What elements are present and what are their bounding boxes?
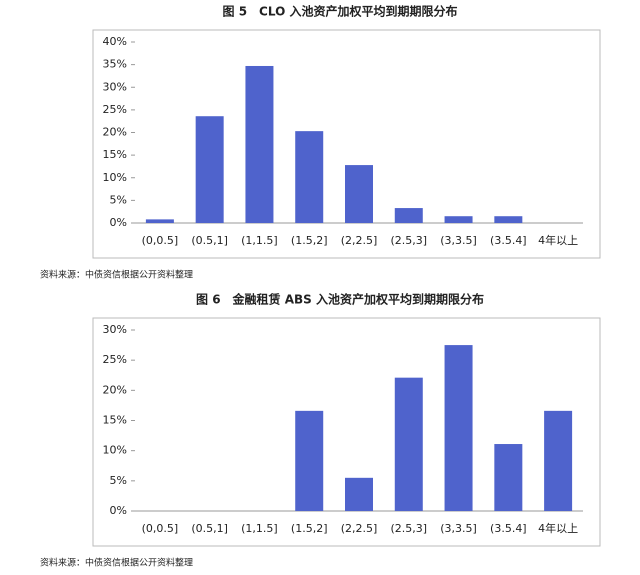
y-tick-label: 35% [103, 58, 127, 71]
chart-frame [92, 29, 601, 259]
x-tick-label: (2.5,3] [390, 522, 427, 535]
source-note: 资料来源：中债资信根据公开资料整理 [40, 269, 193, 281]
y-tick-label: 15% [103, 414, 127, 427]
x-tick-label: 4年以上 [538, 521, 578, 535]
bar [245, 65, 274, 223]
bar [544, 410, 573, 511]
bar [394, 208, 423, 223]
x-tick-label: (3,3.5] [440, 234, 477, 247]
x-tick-label: (0.5,1] [191, 234, 228, 247]
y-tick-label: 10% [103, 444, 127, 457]
bar [444, 345, 473, 511]
bar [345, 477, 373, 511]
bar [295, 410, 324, 511]
chart-title: 图 5 CLO 入池资产加权平均到期期限分布 [223, 4, 458, 19]
x-tick-label: (1,1.5] [241, 234, 278, 247]
y-tick-label: 0% [110, 504, 127, 517]
x-tick-label: 4年以上 [538, 233, 578, 247]
y-tick-label: 25% [103, 353, 127, 366]
x-tick-label: (3.5.4] [490, 234, 527, 247]
chart-frame [92, 317, 601, 547]
y-tick-label: 30% [103, 323, 127, 336]
bar [494, 444, 523, 511]
y-tick-label: 20% [103, 383, 127, 396]
x-tick-label: (2,2.5] [341, 234, 378, 247]
y-tick-label: 0% [110, 216, 127, 229]
x-tick-label: (3.5.4] [490, 522, 527, 535]
bar [444, 216, 473, 223]
y-tick-label: 40% [103, 35, 127, 48]
bar [394, 377, 423, 511]
y-tick-label: 15% [103, 148, 127, 161]
source-note: 资料来源：中债资信根据公开资料整理 [40, 557, 193, 569]
chart-title: 图 6 金融租赁 ABS 入池资产加权平均到期期限分布 [196, 292, 484, 307]
bar [295, 131, 324, 223]
y-tick-label: 20% [103, 126, 127, 139]
x-tick-label: (0,0.5] [142, 234, 179, 247]
x-tick-label: (2.5,3] [390, 234, 427, 247]
bar [494, 216, 523, 223]
x-tick-label: (3,3.5] [440, 522, 477, 535]
y-tick-label: 30% [103, 80, 127, 93]
y-tick-label: 5% [110, 474, 127, 487]
x-tick-label: (0.5,1] [191, 522, 228, 535]
x-tick-label: (1.5,2] [291, 522, 328, 535]
x-tick-label: (2,2.5] [341, 522, 378, 535]
bar [195, 116, 224, 223]
x-tick-label: (0,0.5] [142, 522, 179, 535]
bar [345, 165, 373, 223]
bar [145, 219, 174, 223]
y-tick-label: 10% [103, 171, 127, 184]
y-tick-label: 25% [103, 103, 127, 116]
y-tick-label: 5% [110, 193, 127, 206]
x-tick-label: (1.5,2] [291, 234, 328, 247]
x-tick-label: (1,1.5] [241, 522, 278, 535]
